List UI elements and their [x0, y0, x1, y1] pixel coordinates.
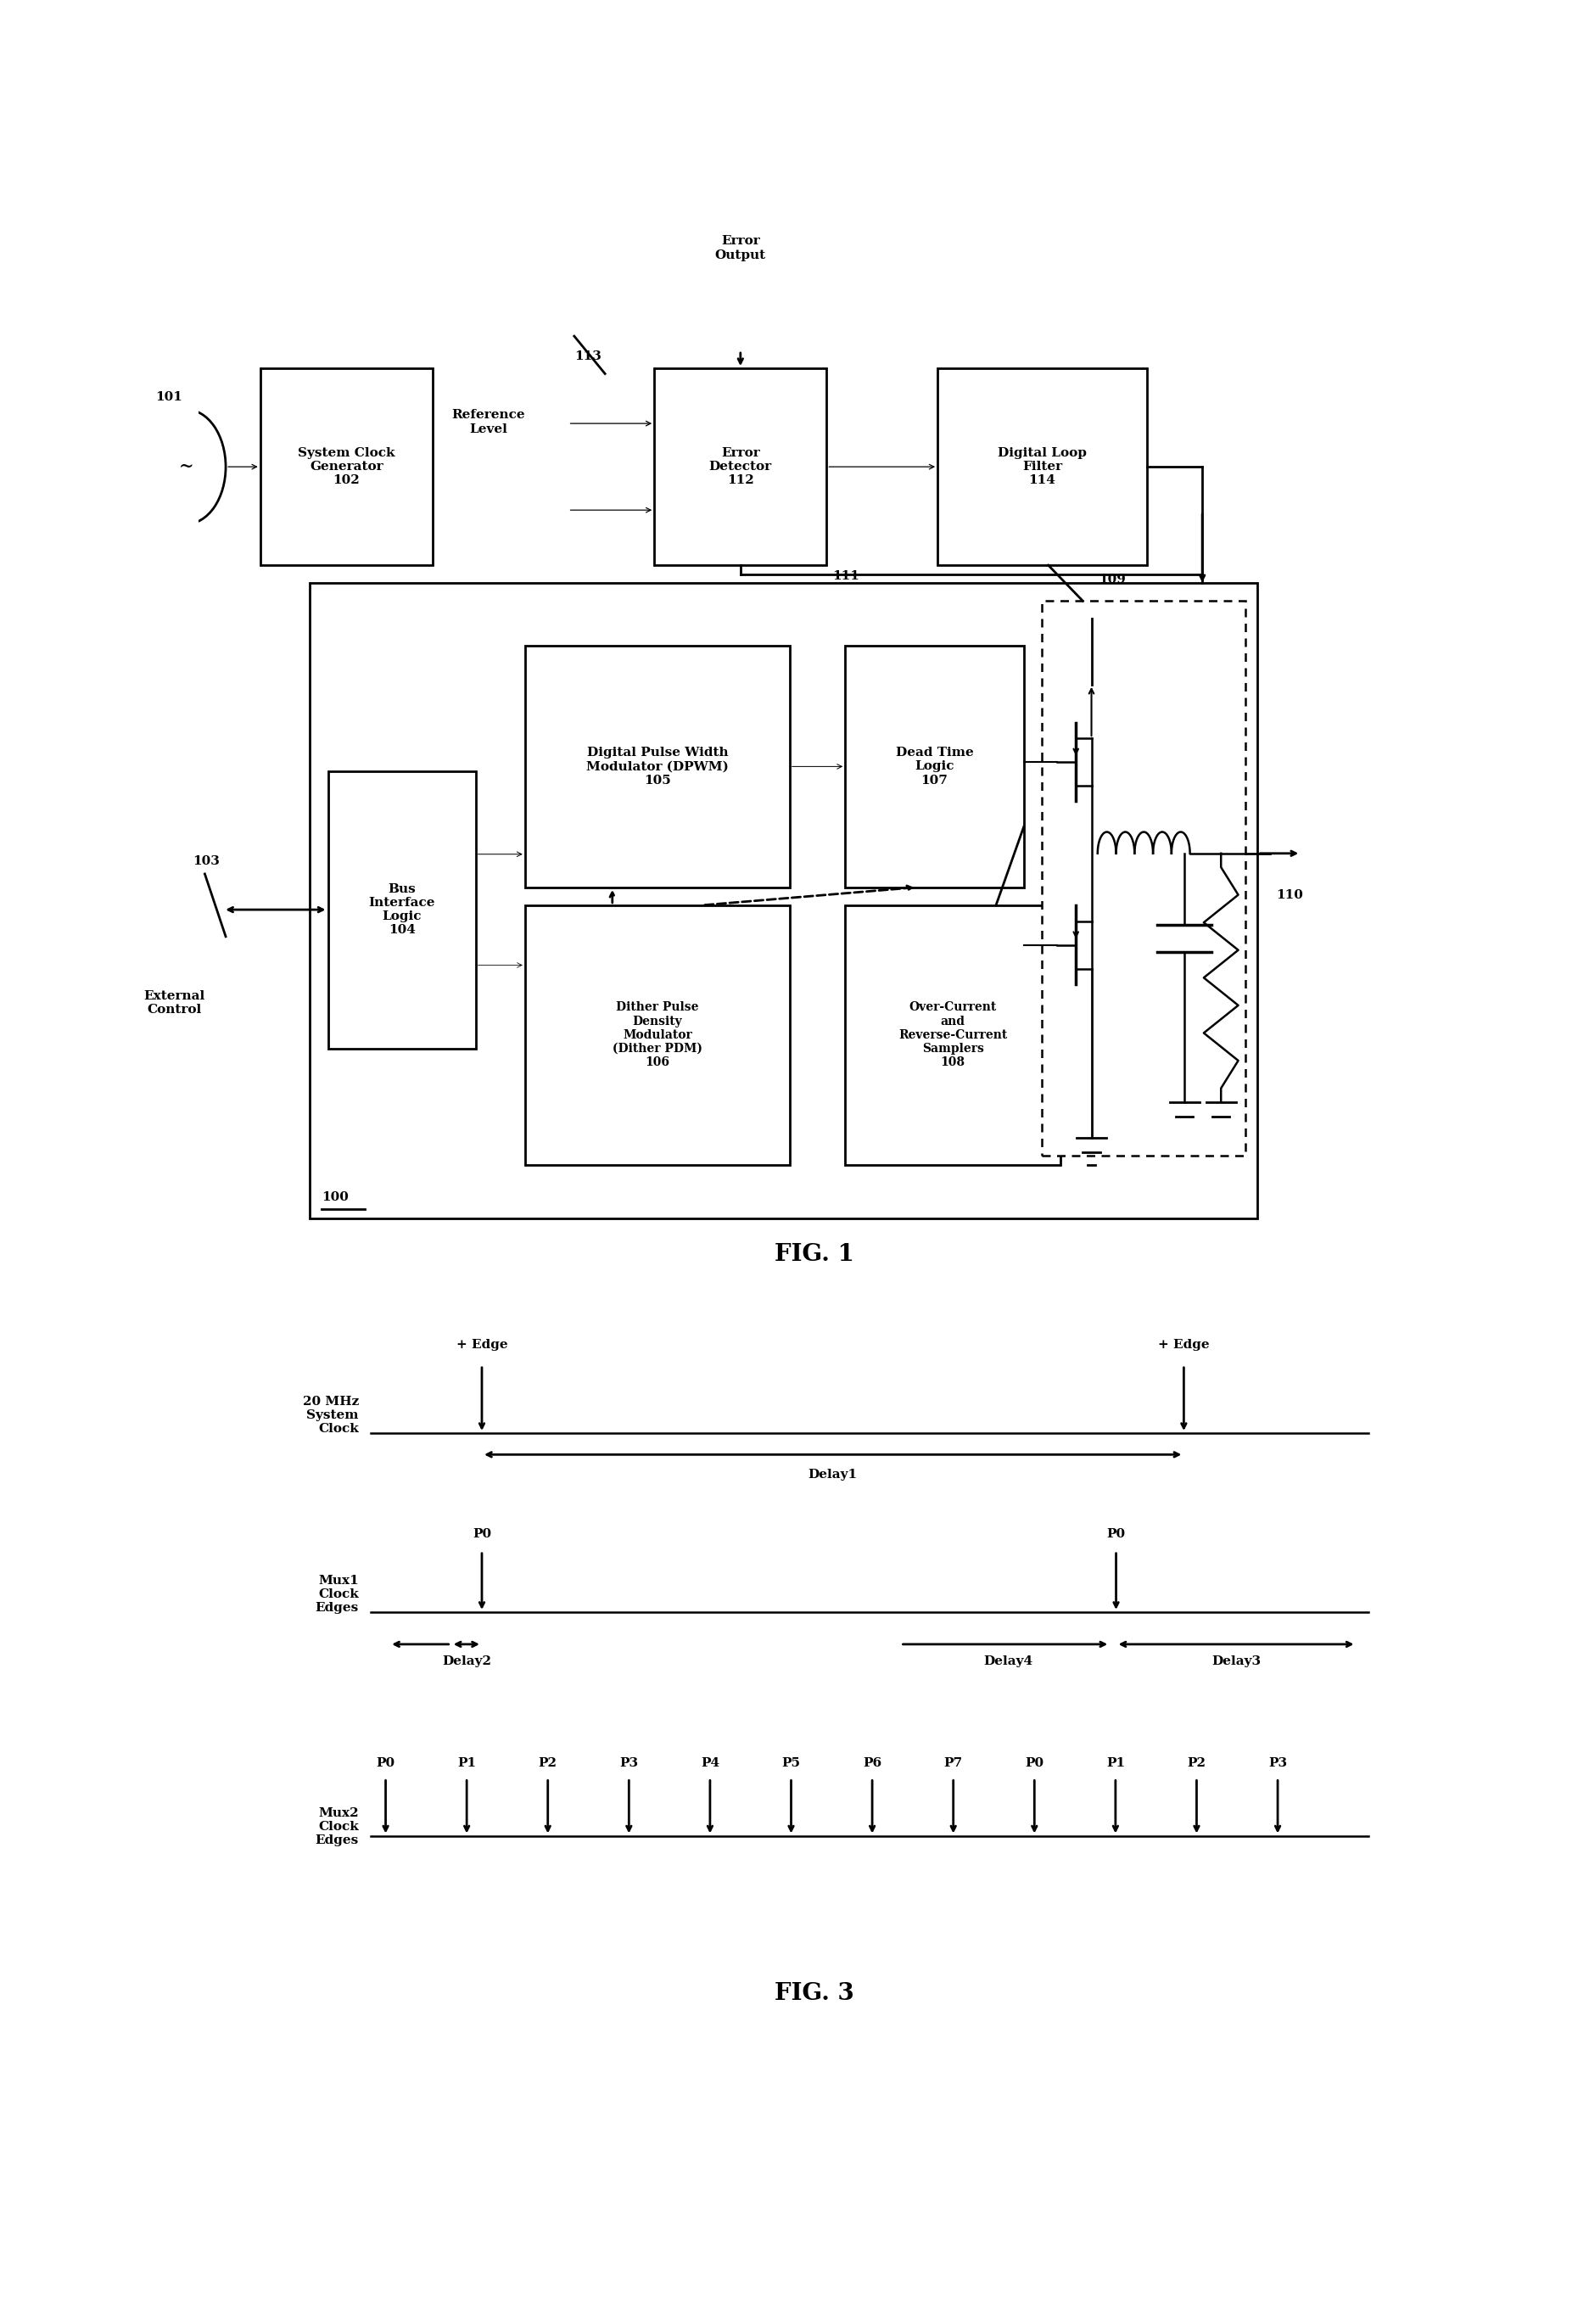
Text: Digital Pulse Width
Modulator (DPWM)
105: Digital Pulse Width Modulator (DPWM) 105 — [586, 746, 729, 786]
Text: P6: P6 — [863, 1757, 882, 1769]
Text: Bus
Interface
Logic
104: Bus Interface Logic 104 — [369, 883, 435, 937]
Text: P3: P3 — [1268, 1757, 1287, 1769]
Text: P0: P0 — [1106, 1529, 1125, 1541]
Text: + Edge: + Edge — [456, 1339, 507, 1350]
Text: P7: P7 — [944, 1757, 963, 1769]
Text: Error
Detector
112: Error Detector 112 — [709, 446, 772, 486]
Bar — [845, 646, 1023, 888]
Text: Dither Pulse
Density
Modulator
(Dither PDM)
106: Dither Pulse Density Modulator (Dither P… — [612, 1002, 702, 1069]
Text: Error
Output: Error Output — [715, 235, 766, 260]
Bar — [1042, 602, 1246, 1155]
Text: ~: ~ — [180, 458, 194, 476]
Text: Over-Current
and
Reverse-Current
Samplers
108: Over-Current and Reverse-Current Sampler… — [898, 1002, 1007, 1069]
Bar — [524, 904, 790, 1164]
Text: P4: P4 — [701, 1757, 720, 1769]
Text: P1: P1 — [1106, 1757, 1125, 1769]
Bar — [327, 772, 475, 1048]
Bar — [655, 367, 826, 565]
Text: Mux2
Clock
Edges: Mux2 Clock Edges — [315, 1808, 359, 1848]
Text: 100: 100 — [321, 1192, 350, 1204]
Text: P0: P0 — [377, 1757, 396, 1769]
Bar — [938, 367, 1147, 565]
Bar — [845, 904, 1061, 1164]
Text: P2: P2 — [1187, 1757, 1206, 1769]
Text: P2: P2 — [539, 1757, 558, 1769]
Text: 20 MHz
System
Clock: 20 MHz System Clock — [302, 1394, 359, 1434]
Text: Delay4: Delay4 — [984, 1655, 1033, 1666]
Text: 111: 111 — [833, 569, 860, 581]
Text: Digital Loop
Filter
114: Digital Loop Filter 114 — [998, 446, 1087, 486]
Text: Delay1: Delay1 — [809, 1469, 858, 1480]
Text: FIG. 3: FIG. 3 — [774, 1982, 855, 2006]
Text: External
Control: External Control — [143, 990, 205, 1016]
Bar — [261, 367, 432, 565]
Text: P0: P0 — [1025, 1757, 1044, 1769]
Text: P1: P1 — [458, 1757, 477, 1769]
Text: Dead Time
Logic
107: Dead Time Logic 107 — [896, 746, 974, 786]
Text: P3: P3 — [620, 1757, 639, 1769]
Text: Reference
Level: Reference Level — [451, 409, 524, 435]
Text: Delay3: Delay3 — [1211, 1655, 1260, 1666]
Text: 113: 113 — [574, 351, 601, 363]
Text: P5: P5 — [782, 1757, 801, 1769]
Text: 110: 110 — [1276, 888, 1303, 902]
Text: 109: 109 — [1100, 574, 1127, 586]
Text: 103: 103 — [192, 855, 219, 867]
Text: FIG. 1: FIG. 1 — [774, 1243, 855, 1267]
Bar — [310, 583, 1258, 1218]
Text: + Edge: + Edge — [1158, 1339, 1209, 1350]
Text: Delay2: Delay2 — [442, 1655, 491, 1666]
Text: System Clock
Generator
102: System Clock Generator 102 — [297, 446, 396, 486]
Text: P0: P0 — [472, 1529, 491, 1541]
Text: 101: 101 — [156, 390, 183, 402]
Text: Mux1
Clock
Edges: Mux1 Clock Edges — [315, 1573, 359, 1613]
Bar — [524, 646, 790, 888]
